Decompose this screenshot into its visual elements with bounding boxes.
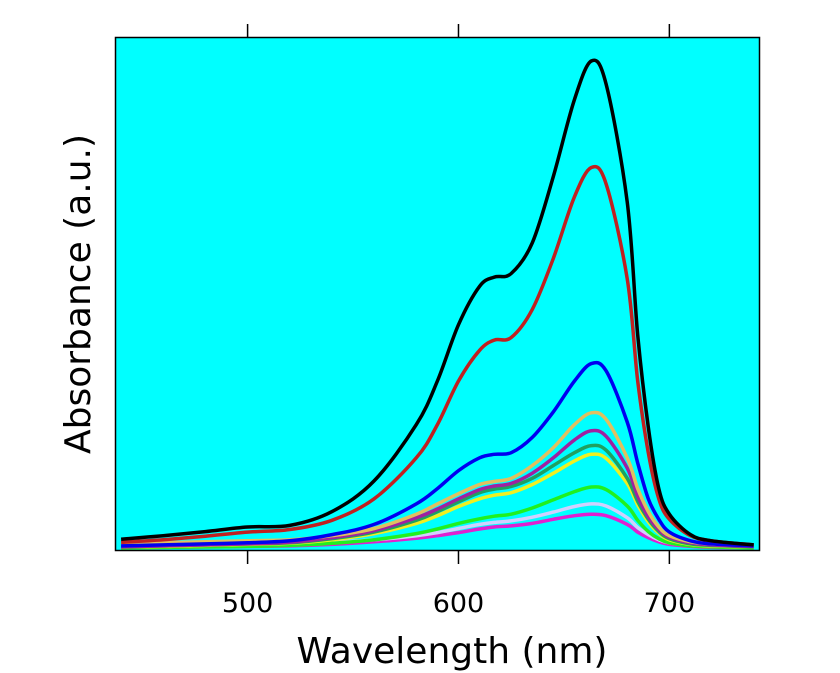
series-line-green <box>121 485 754 550</box>
plot-frame <box>114 36 761 552</box>
series-line-blue <box>121 360 754 548</box>
y-axis-title: Absorbance (a.u.) <box>58 134 99 454</box>
x-tick-label-600: 600 <box>433 588 485 619</box>
x-tick-label-500: 500 <box>222 588 274 619</box>
series-line-black <box>120 58 754 547</box>
series-line-red <box>121 164 754 547</box>
x-tick-label-700: 700 <box>644 588 696 619</box>
series-group <box>120 58 754 550</box>
x-ticks: 500 600 700 <box>222 24 695 619</box>
plot-background <box>116 38 759 550</box>
x-axis-title: Wavelength (nm) <box>297 631 608 672</box>
